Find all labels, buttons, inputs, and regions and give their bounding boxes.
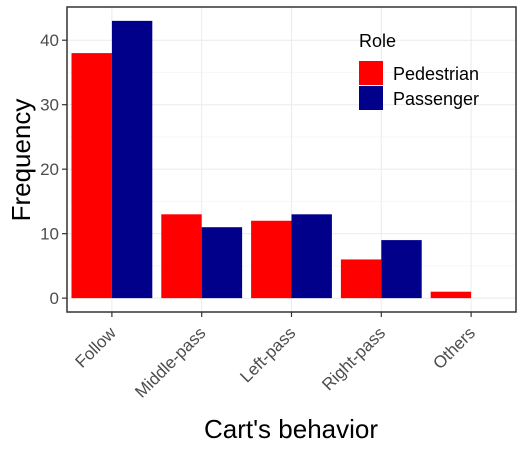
legend: Role Pedestrian Passenger bbox=[359, 31, 479, 110]
x-axis-title: Cart's behavior bbox=[204, 414, 378, 444]
bars bbox=[71, 20, 472, 299]
x-axis: Follow Middle-pass Left-pass Right-pass Othe… bbox=[72, 312, 479, 402]
y-tick-label: 30 bbox=[40, 96, 59, 115]
bar-passenger-middle-pass bbox=[201, 227, 243, 299]
bar-pedestrian-right-pass bbox=[340, 259, 382, 299]
y-tick-label: 40 bbox=[40, 31, 59, 50]
bar-passenger-left-pass bbox=[291, 214, 332, 299]
legend-key-passenger bbox=[359, 86, 383, 110]
x-tick-label: Others bbox=[429, 323, 479, 373]
bar-pedestrian-left-pass bbox=[251, 220, 292, 299]
y-tick-label: 0 bbox=[50, 289, 59, 308]
x-tick-label: Right-pass bbox=[318, 323, 389, 394]
legend-key-pedestrian bbox=[359, 61, 383, 85]
bar-pedestrian-middle-pass bbox=[161, 214, 202, 299]
legend-title: Role bbox=[359, 31, 396, 51]
legend-label-pedestrian: Pedestrian bbox=[393, 64, 479, 84]
bar-pedestrian-others bbox=[430, 291, 472, 299]
x-tick-label: Middle-pass bbox=[131, 323, 209, 401]
y-axis: 0 10 20 30 40 bbox=[40, 31, 67, 308]
x-tick-label: Left-pass bbox=[236, 323, 299, 386]
y-tick-label: 10 bbox=[40, 225, 59, 244]
x-tick-label: Follow bbox=[72, 323, 121, 372]
y-axis-title: Frequency bbox=[6, 99, 36, 222]
bar-pedestrian-follow bbox=[71, 53, 112, 299]
y-tick-label: 20 bbox=[40, 160, 59, 179]
legend-label-passenger: Passenger bbox=[393, 89, 479, 109]
bar-passenger-follow bbox=[111, 20, 153, 299]
bar-passenger-right-pass bbox=[381, 240, 422, 299]
